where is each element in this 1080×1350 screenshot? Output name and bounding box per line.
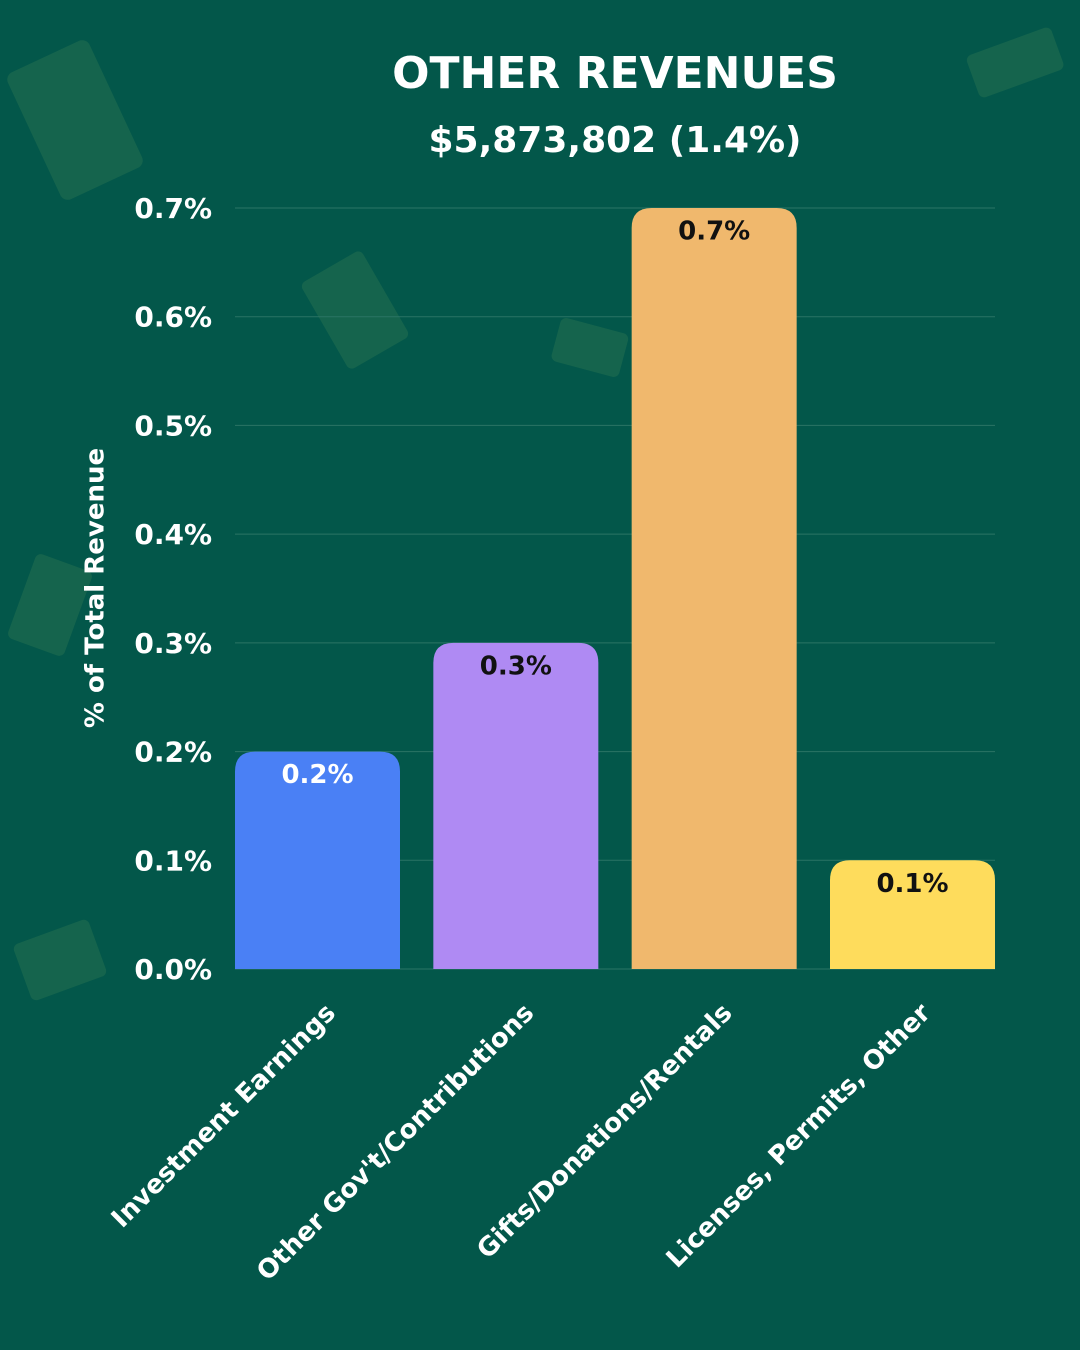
- chart-title: OTHER REVENUES: [392, 48, 838, 99]
- value-label: 0.7%: [678, 217, 750, 247]
- chart-subtitle: $5,873,802 (1.4%): [428, 120, 801, 161]
- y-tick-label: 0.2%: [134, 736, 212, 769]
- bar: [235, 751, 400, 969]
- y-axis-label: % of Total Revenue: [81, 448, 111, 728]
- y-tick-label: 0.5%: [134, 409, 212, 442]
- value-label: 0.1%: [876, 869, 948, 899]
- y-tick-label: 0.0%: [134, 953, 212, 986]
- decoration: [7, 27, 1064, 1001]
- value-label: 0.3%: [480, 651, 552, 681]
- y-tick-label: 0.3%: [134, 627, 212, 660]
- bar: [433, 642, 599, 969]
- value-label: 0.2%: [281, 760, 353, 790]
- y-tick-label: 0.1%: [134, 844, 212, 877]
- bar: [830, 860, 995, 969]
- y-tick-label: 0.7%: [134, 192, 212, 225]
- y-tick-label: 0.4%: [134, 518, 212, 551]
- bar: [631, 208, 797, 969]
- y-tick-label: 0.6%: [134, 301, 212, 334]
